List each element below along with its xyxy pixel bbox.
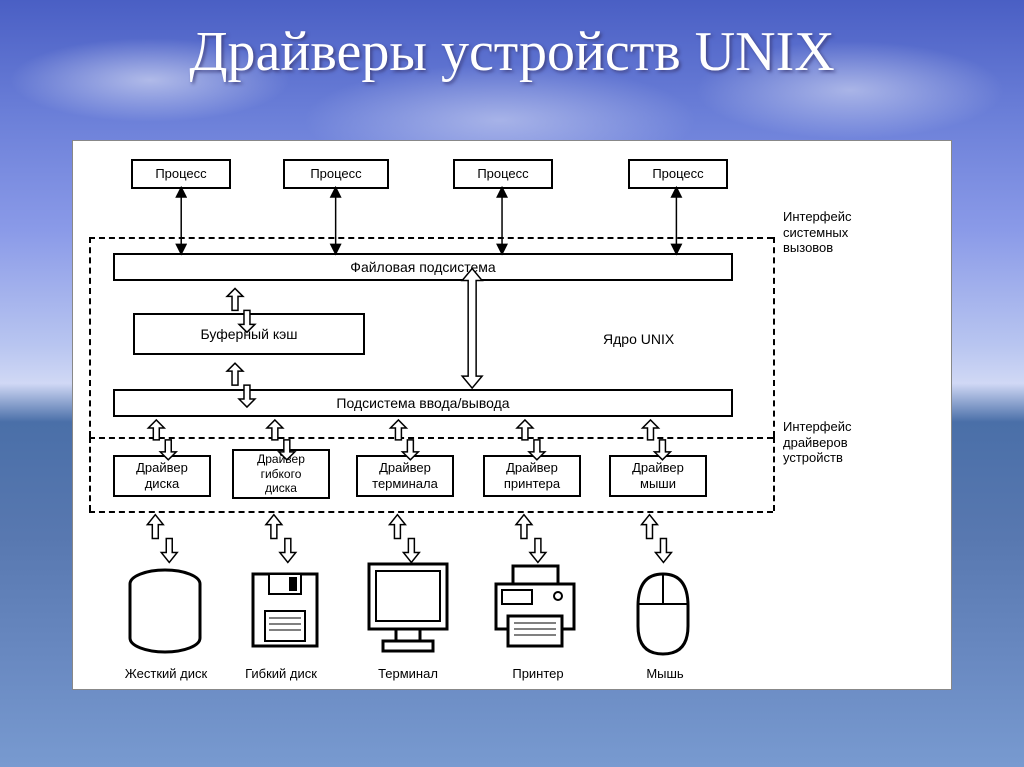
process-box-1: Процесс	[131, 159, 231, 189]
kernel-border-right	[773, 237, 775, 437]
mouse-icon	[628, 566, 698, 658]
io-subsystem-box: Подсистема ввода/вывода	[113, 389, 733, 417]
diagram-panel: Процесс Процесс Процесс Процесс Файловая…	[72, 140, 952, 690]
terminal-icon	[361, 559, 456, 659]
floppy-icon	[245, 566, 325, 656]
slide-title: Драйверы устройств UNIX	[0, 20, 1024, 84]
kernel-label: Ядро UNIX	[603, 331, 674, 348]
diagram: Процесс Процесс Процесс Процесс Файловая…	[73, 141, 951, 689]
printer-icon	[488, 561, 583, 656]
driver-printer-box: Драйвер принтера	[483, 455, 581, 497]
kernel-border-left	[89, 237, 91, 437]
driver-disk-box: Драйвер диска	[113, 455, 211, 497]
driver-border-bottom	[89, 511, 773, 513]
file-subsystem-box: Файловая подсистема	[113, 253, 733, 281]
device-mouse-label: Мышь	[625, 666, 705, 681]
driver-floppy-box: Драйвер гибкого диска	[232, 449, 330, 499]
process-box-3: Процесс	[453, 159, 553, 189]
syscall-interface-label: Интерфейс системных вызовов	[783, 209, 851, 256]
kernel-border-top	[89, 237, 773, 239]
driver-terminal-box: Драйвер терминала	[356, 455, 454, 497]
device-hdd-label: Жесткий диск	[111, 666, 221, 681]
process-box-2: Процесс	[283, 159, 389, 189]
process-box-4: Процесс	[628, 159, 728, 189]
driver-border-left2	[89, 437, 91, 511]
kernel-border-bottom	[89, 437, 773, 439]
buffer-cache-box: Буферный кэш	[133, 313, 365, 355]
driver-mouse-box: Драйвер мыши	[609, 455, 707, 497]
driver-interface-label: Интерфейс драйверов устройств	[783, 419, 851, 466]
hdd-icon	[125, 566, 205, 656]
device-floppy-label: Гибкий диск	[231, 666, 331, 681]
device-printer-label: Принтер	[488, 666, 588, 681]
device-terminal-label: Терминал	[358, 666, 458, 681]
driver-border-right2	[773, 437, 775, 511]
